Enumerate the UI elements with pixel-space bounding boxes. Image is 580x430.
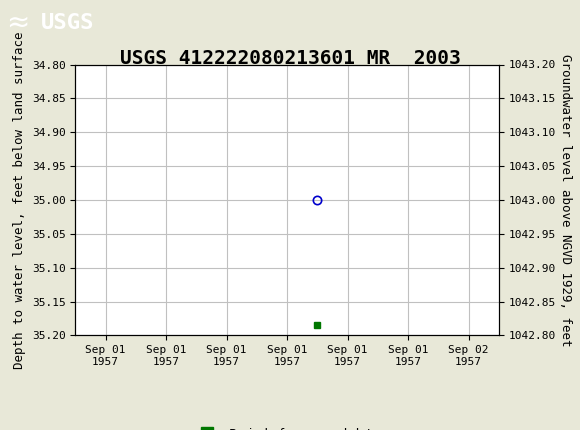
Text: USGS: USGS: [41, 12, 94, 33]
Legend: Period of approved data: Period of approved data: [189, 423, 385, 430]
Text: ≈: ≈: [6, 9, 29, 37]
Text: USGS 412222080213601 MR  2003: USGS 412222080213601 MR 2003: [119, 49, 461, 68]
Y-axis label: Groundwater level above NGVD 1929, feet: Groundwater level above NGVD 1929, feet: [560, 54, 572, 346]
Y-axis label: Depth to water level, feet below land surface: Depth to water level, feet below land su…: [13, 31, 26, 369]
